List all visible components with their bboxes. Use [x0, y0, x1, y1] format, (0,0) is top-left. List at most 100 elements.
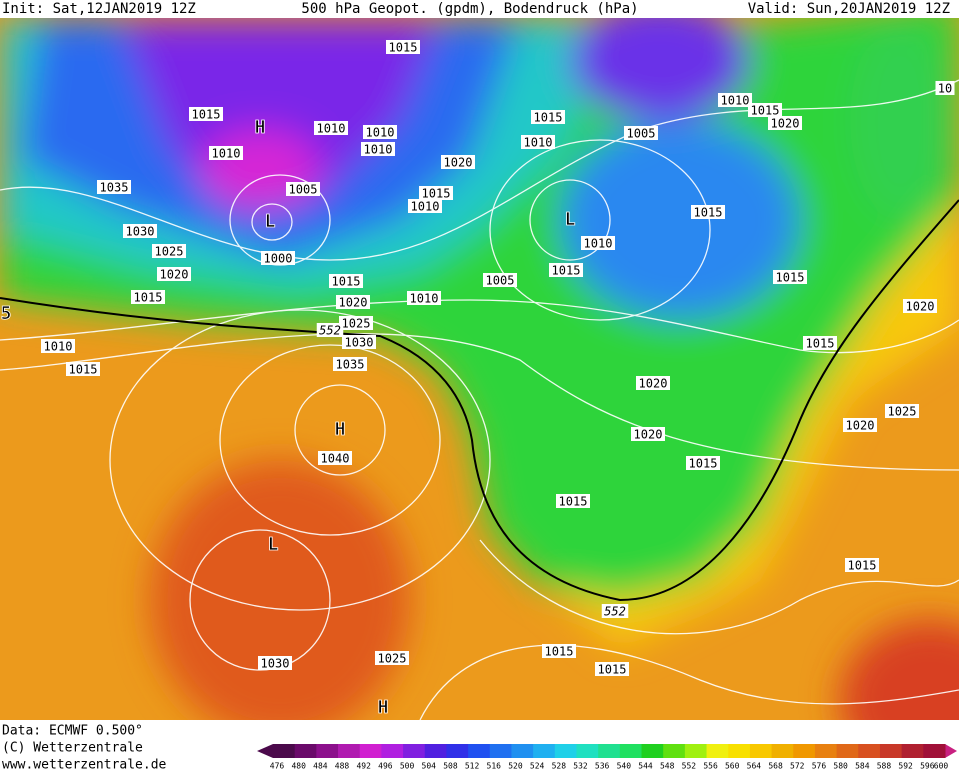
colorbar-swatch	[403, 744, 426, 758]
colorbar-swatch	[554, 744, 577, 758]
colorbar-tick-label: 560	[725, 762, 740, 770]
colorbar-swatch	[533, 744, 556, 758]
label-box	[342, 335, 376, 349]
colorbar-tick-label: 576	[812, 762, 827, 770]
colorbar-tick-label: 516	[487, 762, 502, 770]
isobar-label: 1025	[378, 652, 407, 666]
colorbar-tick-label: 532	[573, 762, 588, 770]
label-box	[97, 180, 131, 194]
label-box	[419, 186, 453, 200]
isobar-label: 1015	[192, 108, 221, 122]
colorbar-swatch	[576, 744, 599, 758]
colorbar-tick-label: 508	[443, 762, 458, 770]
isobar-label: 1015	[776, 271, 805, 285]
init-time: Init: Sat,12JAN2019 12Z	[2, 1, 196, 17]
colorbar-swatch	[901, 744, 924, 758]
label-box	[41, 339, 75, 353]
colorbar-swatch	[663, 744, 686, 758]
label-box	[258, 656, 292, 670]
label-box	[441, 155, 475, 169]
label-box	[407, 291, 441, 305]
colorbar-swatch	[706, 744, 729, 758]
isobar-label: 1020	[846, 419, 875, 433]
colorbar-swatch	[381, 744, 404, 758]
isobar-label: 1010	[317, 122, 346, 136]
isobar-label: 1020	[339, 296, 368, 310]
isobar-label: 1020	[639, 377, 668, 391]
isobar-label: 1015	[598, 663, 627, 677]
label-box	[316, 323, 344, 337]
colorbar-swatch	[273, 744, 296, 758]
label-box	[748, 103, 782, 117]
colorbar-tick-label: 480	[291, 762, 306, 770]
colorbar-swatch	[338, 744, 361, 758]
label-box	[189, 107, 223, 121]
isobar-label: 1030	[261, 657, 290, 671]
colorbar-tick-label: 496	[378, 762, 393, 770]
label-box	[718, 93, 752, 107]
colorbar-tick-label: 528	[552, 762, 567, 770]
isobar-label: 1010	[364, 143, 393, 157]
isobar-label: 1010	[410, 292, 439, 306]
label-box	[375, 651, 409, 665]
isobar-label: 1010	[721, 94, 750, 108]
colorbar-swatch	[598, 744, 621, 758]
colorbar-swatch	[684, 744, 708, 758]
isobar-label: 1015	[69, 363, 98, 377]
label-box	[542, 644, 576, 658]
valid-time: Valid: Sun,20JAN2019 12Z	[748, 1, 950, 17]
isobar-label: 1035	[336, 358, 365, 372]
label-box	[691, 205, 725, 219]
isobar-label: 1015	[689, 457, 718, 471]
colorbar-swatch	[468, 744, 491, 758]
label-box	[152, 244, 186, 258]
colorbar-tick-label: 568	[768, 762, 783, 770]
colorbar-swatch	[359, 744, 382, 758]
label-box	[636, 376, 670, 390]
label-box	[339, 316, 373, 330]
copyright: (C) Wetterzentrale	[2, 741, 143, 756]
colorbar-swatch	[793, 744, 816, 758]
colorbar-swatch	[923, 744, 946, 758]
colorbar-tick-label: 492	[356, 762, 371, 770]
colorbar-swatch	[511, 744, 534, 758]
colorbar-swatch	[424, 744, 447, 758]
colorbar-tick-label: 600	[934, 762, 949, 770]
label-box	[66, 362, 100, 376]
isobar-label: 1015	[848, 559, 877, 573]
colorbar-tick-label: 540	[617, 762, 632, 770]
isobar-label: 1015	[552, 264, 581, 278]
colorbar-tick-label: 564	[747, 762, 762, 770]
isobar-label: 1030	[345, 336, 374, 350]
colorbar-swatch	[316, 744, 339, 758]
colorbar-tick-label: 544	[638, 762, 653, 770]
map-title: 500 hPa Geopot. (gpdm), Bodendruck (hPa)	[301, 1, 638, 17]
label-box	[318, 451, 352, 465]
isobar-label: 1020	[634, 428, 663, 442]
isobar-label: 10	[938, 82, 952, 96]
label-box	[768, 116, 802, 130]
colorbar-tick-label: 548	[660, 762, 675, 770]
label-box	[386, 40, 420, 54]
label-box	[408, 199, 442, 213]
colorbar-swatch	[641, 744, 664, 758]
isobar-label: 1005	[486, 274, 515, 288]
isobar-label: 1015	[751, 104, 780, 118]
label-box	[556, 494, 590, 508]
colorbar-tick-label: 588	[877, 762, 892, 770]
colorbar-tick-label: 476	[270, 762, 285, 770]
pressure-center-label: H	[335, 419, 346, 440]
isobar-label: 1000	[264, 252, 293, 266]
colorbar-tick-label: 512	[465, 762, 480, 770]
isobar-label: 1005	[627, 127, 656, 141]
label-box	[845, 558, 879, 572]
label-box	[803, 336, 837, 350]
isobar-label: 1015	[545, 645, 574, 659]
colorbar-swatch	[489, 744, 512, 758]
isobar-label: 1025	[342, 317, 371, 331]
isobar-label: 1020	[771, 117, 800, 131]
isobar-label: 1010	[366, 126, 395, 140]
label-box	[286, 182, 320, 196]
